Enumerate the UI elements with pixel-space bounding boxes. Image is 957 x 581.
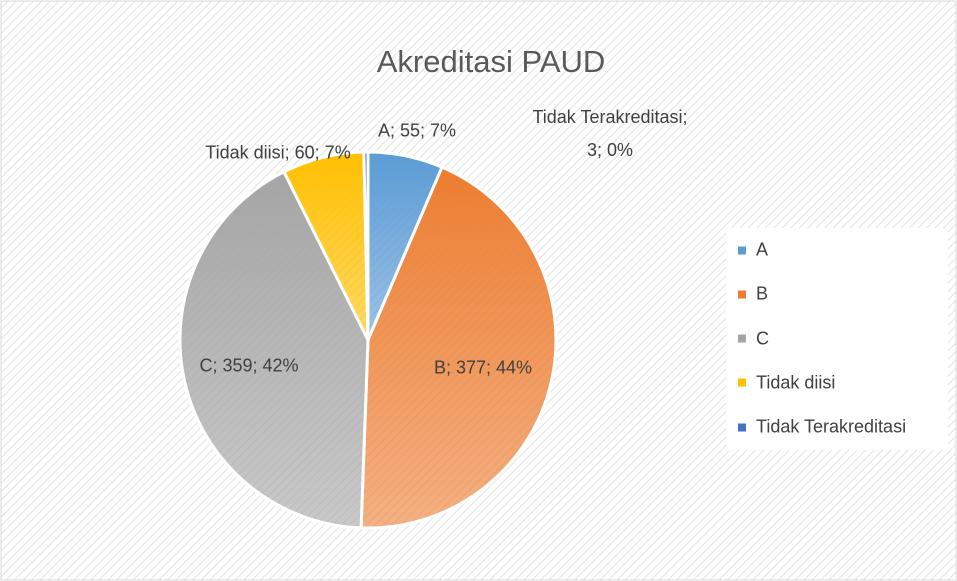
legend-swatch xyxy=(738,378,746,387)
data-label: Tidak diisi; 60; 7% xyxy=(205,142,351,163)
legend-swatch xyxy=(738,290,746,299)
legend-background xyxy=(726,228,948,450)
data-label: B; 377; 44% xyxy=(433,357,533,378)
legend-entry: C xyxy=(738,328,769,349)
legend-entry: Tidak diisi xyxy=(738,372,835,393)
legend-swatch xyxy=(738,246,746,254)
data-label: A; 55; 7% xyxy=(377,120,457,141)
legend-entry: Tidak Terakreditasi xyxy=(738,417,906,438)
data-label: Tidak Terakreditasi; 3; 0% xyxy=(532,107,688,160)
legend-swatch xyxy=(738,423,746,432)
pie-slice xyxy=(359,165,558,530)
data-label: C; 359; 42% xyxy=(199,355,299,376)
legend-entry: A xyxy=(738,240,768,261)
pie-slice xyxy=(362,150,370,341)
pie xyxy=(178,150,558,530)
legend-swatch xyxy=(738,334,746,343)
chart-title: Akreditasi PAUD xyxy=(376,44,606,79)
pie-slice xyxy=(178,169,370,530)
legend-entry: B xyxy=(738,284,768,305)
